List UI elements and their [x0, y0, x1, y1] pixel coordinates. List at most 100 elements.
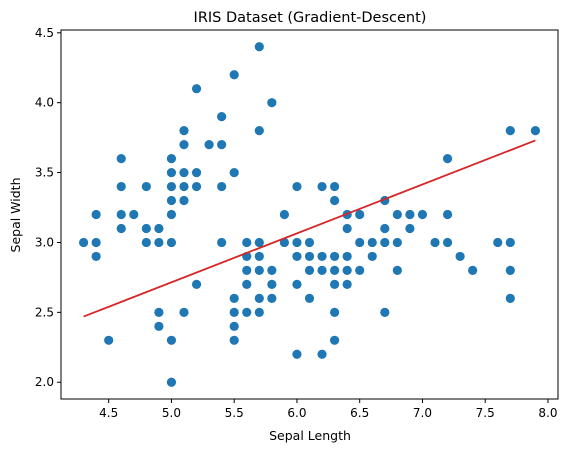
data-point-33 [191, 181, 202, 192]
data-point-14 [154, 237, 164, 248]
y-tick-label-1: 2.5 [35, 305, 54, 319]
data-point-42 [229, 293, 239, 303]
data-point-61 [267, 293, 277, 303]
data-point-34 [191, 279, 202, 289]
data-point-109 [468, 265, 478, 276]
data-point-66 [292, 251, 302, 262]
data-point-49 [242, 279, 252, 289]
data-point-19 [166, 181, 177, 192]
data-point-106 [442, 209, 453, 220]
data-point-79 [330, 251, 340, 262]
data-point-69 [304, 237, 315, 248]
y-tick-label-3: 3.5 [35, 166, 54, 180]
data-point-108 [455, 251, 465, 262]
data-point-98 [392, 209, 402, 220]
data-point-8 [116, 223, 126, 234]
data-point-87 [342, 265, 352, 276]
data-point-23 [166, 335, 177, 345]
data-point-102 [405, 223, 415, 234]
data-point-88 [342, 279, 352, 289]
data-point-22 [166, 237, 177, 248]
data-point-57 [254, 307, 264, 317]
data-point-73 [317, 181, 327, 192]
data-point-78 [330, 195, 340, 206]
data-point-67 [292, 279, 302, 289]
data-point-62 [279, 209, 289, 220]
data-point-37 [217, 140, 227, 150]
plot-frame [60, 29, 559, 400]
x-tick-label-5: 7.0 [413, 406, 432, 420]
data-point-81 [330, 279, 340, 289]
data-point-113 [505, 265, 515, 276]
data-point-39 [217, 237, 227, 248]
data-point-28 [179, 181, 189, 192]
data-point-12 [141, 237, 151, 248]
data-point-75 [317, 265, 327, 276]
y-tick-label-5: 4.5 [35, 26, 54, 40]
y-axis-ticks: 2.0 2.5 3.0 3.5 4.0 4.5 [35, 26, 61, 389]
data-point-11 [141, 223, 151, 234]
data-point-9 [129, 209, 139, 220]
data-point-59 [267, 265, 277, 276]
data-point-0 [78, 237, 89, 248]
data-point-18 [166, 167, 177, 178]
data-point-46 [242, 237, 252, 248]
data-point-91 [355, 265, 365, 276]
data-point-63 [279, 237, 289, 248]
y-tick-label-2: 3.0 [35, 235, 54, 249]
data-point-3 [91, 251, 101, 262]
data-point-32 [191, 167, 202, 178]
data-point-53 [254, 237, 264, 248]
data-point-111 [505, 126, 515, 136]
data-point-38 [217, 181, 227, 192]
data-point-90 [355, 237, 365, 248]
data-point-35 [204, 140, 214, 150]
data-point-54 [254, 251, 264, 262]
data-point-89 [355, 209, 365, 220]
data-point-68 [292, 349, 302, 359]
data-point-112 [505, 237, 515, 248]
data-point-17 [166, 153, 177, 164]
data-point-43 [229, 307, 239, 317]
data-point-71 [304, 265, 315, 276]
data-point-80 [330, 265, 340, 276]
data-point-36 [217, 112, 227, 122]
data-point-2 [91, 237, 101, 248]
data-point-10 [141, 181, 151, 192]
chart-title: IRIS Dataset (Gradient-Descent) [194, 10, 427, 26]
x-tick-label-6: 7.5 [476, 406, 495, 420]
data-point-55 [254, 265, 264, 276]
data-point-13 [154, 223, 164, 234]
data-point-41 [229, 167, 239, 178]
x-tick-label-4: 6.5 [350, 406, 369, 420]
data-point-110 [493, 237, 503, 248]
data-point-48 [242, 265, 252, 276]
y-tick-label-4: 4.0 [35, 96, 54, 110]
data-point-27 [179, 167, 189, 178]
data-point-95 [380, 223, 390, 234]
data-point-105 [442, 153, 453, 164]
x-tick-label-0: 4.5 [99, 406, 118, 420]
data-point-76 [317, 349, 327, 359]
data-point-70 [304, 251, 315, 262]
y-tick-label-0: 2.0 [35, 375, 54, 389]
data-point-44 [229, 321, 239, 331]
data-point-25 [179, 126, 189, 136]
data-point-83 [330, 335, 340, 345]
data-point-64 [292, 181, 302, 192]
fit-line-layer [83, 139, 536, 318]
data-point-16 [154, 321, 164, 331]
data-point-50 [242, 307, 252, 317]
points-layer [78, 42, 541, 387]
data-point-1 [91, 209, 101, 220]
x-tick-label-3: 6.0 [287, 406, 306, 420]
data-point-7 [116, 209, 126, 220]
data-point-20 [166, 195, 177, 206]
data-point-107 [442, 237, 453, 248]
data-point-86 [342, 251, 352, 262]
data-point-31 [191, 84, 202, 94]
y-axis-label: Sepal Width [8, 178, 23, 253]
data-point-93 [367, 251, 377, 262]
data-point-99 [392, 237, 402, 248]
